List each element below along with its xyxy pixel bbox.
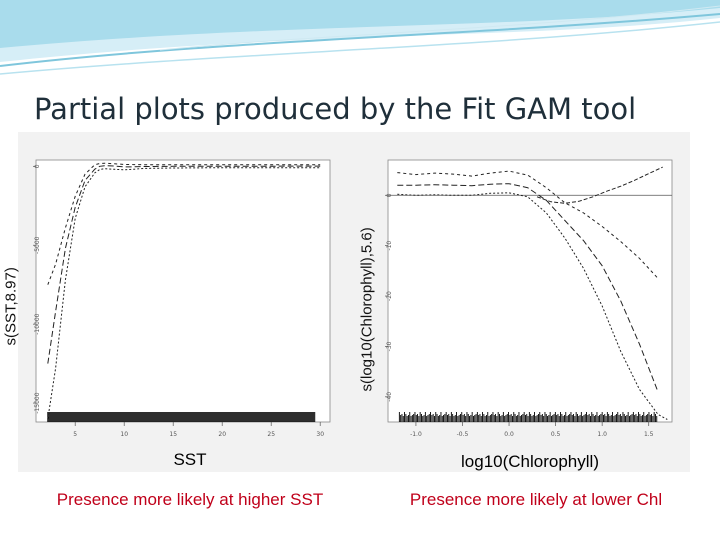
series-line-2 [47,162,321,285]
x-tick-label: 0.0 [504,431,514,438]
y-tick-label: -20 [386,291,393,301]
series-line-2 [397,170,659,279]
caption-right: Presence more likely at lower Chl [409,490,663,509]
slide-title: Partial plots produced by the Fit GAM to… [34,92,637,126]
x-tick-label: 20 [218,431,226,438]
caption-left: Presence more likely at higher SST [56,490,324,509]
series-line-1 [397,183,659,392]
plot-frame [387,159,673,423]
y-tick-label: -15000 [34,392,41,413]
series-line-3 [47,167,321,419]
rug [47,412,316,422]
plot-frame [35,159,331,423]
header-banner [0,0,720,92]
y-tick-label: -30 [386,341,393,351]
chlorophyll-x-axis-label: log10(Chlorophyll) [461,452,599,471]
y-tick-label: -40 [386,392,393,402]
sst-x-axis-label: SST [173,450,207,469]
y-tick-label: -10 [386,241,393,251]
y-tick-label: 0 [34,164,41,168]
chlorophyll-y-axis-label: s(log10(Chlorophyll),5.6) [358,227,376,392]
x-tick-label: -1.0 [410,431,422,438]
series-line-1 [47,165,321,364]
sst-partial-plot: 5 10 15 20 25 30 0 -5000 -10000 -15000 [33,159,331,438]
x-tick-label: -0.5 [457,431,469,438]
x-tick-label: 5 [73,431,77,438]
series-line-4 [536,166,663,204]
x-tick-label: 1.0 [597,431,607,438]
x-tick-label: 1.5 [644,431,654,438]
x-tick-label: 10 [120,431,128,438]
x-tick-label: 0.5 [551,431,561,438]
x-tick-label: 30 [316,431,324,438]
y-tick-label: -5000 [34,236,41,254]
y-tick-label: -10000 [34,313,41,334]
x-tick-label: 25 [267,431,275,438]
x-tick-label: 15 [169,431,177,438]
chlorophyll-partial-plot: -1.0 -0.5 0.0 0.5 1.0 1.50-10-20-30-40 [385,159,673,438]
rug [398,412,658,422]
sst-y-axis-label: s(SST,8.97) [2,267,20,346]
